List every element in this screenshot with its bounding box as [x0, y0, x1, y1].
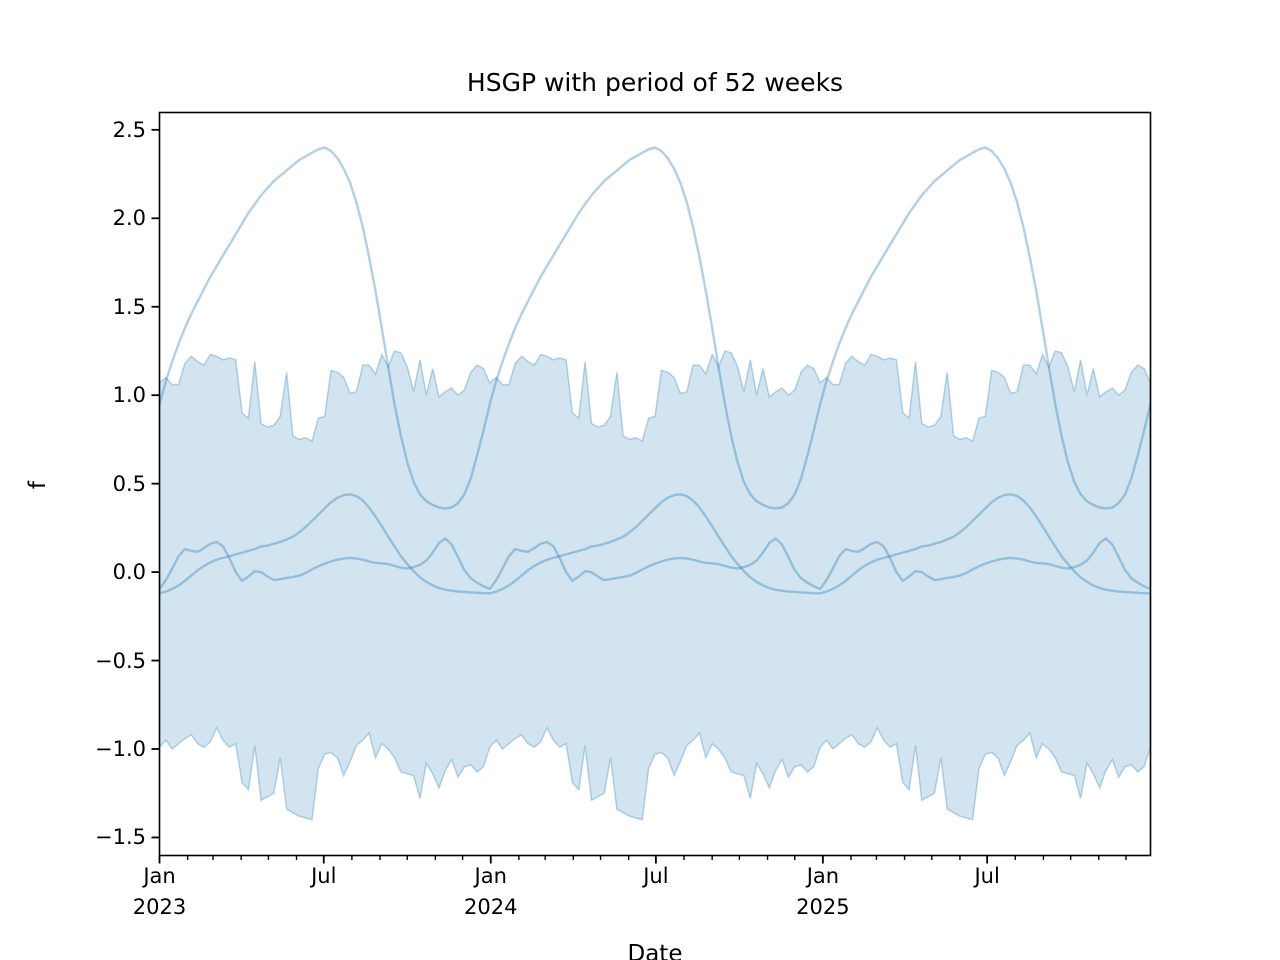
x-tick-label-year: 2025 — [796, 895, 850, 919]
x-tick-label-month: Jan — [806, 864, 840, 888]
hdi-band — [159, 350, 1151, 821]
y-tick-label: 1.5 — [112, 294, 146, 319]
y-tick-label: 0.0 — [112, 560, 146, 585]
curve-sample-large-annual — [159, 146, 1151, 510]
chart-title: HSGP with period of 52 weeks — [466, 68, 844, 97]
y-tick-label: 0.5 — [112, 471, 146, 496]
y-tick-label: 2.5 — [112, 117, 146, 142]
y-tick-label: 1.0 — [112, 383, 146, 408]
y-tick-label: −0.5 — [95, 648, 146, 673]
x-tick-label-month: Jul — [974, 864, 1000, 888]
y-tick-label: −1.0 — [95, 737, 146, 761]
curve-sample-medium-hump — [159, 493, 1151, 595]
x-tick-label-year: 2023 — [132, 895, 187, 919]
y-tick-label: 2.0 — [112, 206, 146, 231]
curve-sample-small-wiggly — [159, 537, 1151, 591]
x-axis-label: Date — [627, 941, 683, 960]
x-tick-label-month: Jan — [143, 864, 176, 888]
x-tick-label-year: 2024 — [464, 895, 518, 919]
x-tick-label-month: Jul — [311, 864, 337, 888]
y-axis-label: f — [25, 480, 51, 490]
x-tick-label-month: Jul — [643, 864, 669, 888]
x-tick-label-month: Jan — [474, 864, 507, 888]
y-tick-label: −1.5 — [95, 825, 146, 850]
